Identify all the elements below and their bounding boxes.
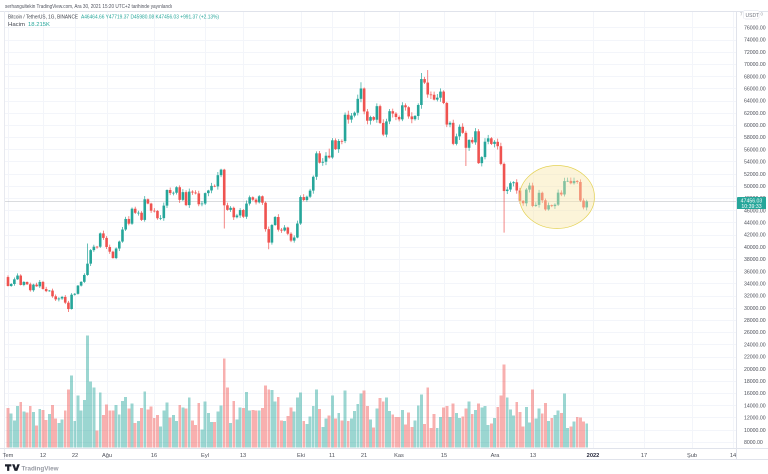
svg-text:66000.00: 66000.00 (744, 86, 766, 92)
svg-text:36000.00: 36000.00 (744, 269, 766, 275)
svg-text:22: 22 (72, 453, 78, 459)
svg-text:28000.00: 28000.00 (744, 318, 766, 324)
svg-text:40000.00: 40000.00 (744, 245, 766, 251)
svg-text:70000.00: 70000.00 (744, 62, 766, 68)
svg-text:18000.00: 18000.00 (744, 379, 766, 385)
svg-text:44000.00: 44000.00 (744, 221, 766, 227)
svg-text:18.215K: 18.215K (28, 22, 51, 28)
svg-text:32000.00: 32000.00 (744, 294, 766, 300)
svg-text:13: 13 (530, 453, 536, 459)
svg-text:16: 16 (151, 453, 157, 459)
svg-text:8000.00: 8000.00 (744, 440, 763, 446)
svg-text:76000.00: 76000.00 (744, 26, 766, 32)
svg-text:Hacim: Hacim (8, 22, 25, 28)
svg-text:52000.00: 52000.00 (744, 172, 766, 178)
svg-text:30000.00: 30000.00 (744, 306, 766, 312)
svg-text:14: 14 (730, 453, 736, 459)
svg-text:17: 17 (641, 453, 647, 459)
svg-text:A46464.66 Y47719.37 D45980.08: A46464.66 Y47719.37 D45980.08 K47456.03 … (81, 15, 219, 21)
svg-text:74000.00: 74000.00 (744, 38, 766, 44)
svg-text:serhangultekin TradingView.com: serhangultekin TradingView.com, Ara 30, … (5, 4, 172, 10)
svg-text:21: 21 (361, 453, 367, 459)
svg-text:13: 13 (240, 453, 246, 459)
svg-text:Ara: Ara (491, 453, 501, 459)
svg-text:50000.00: 50000.00 (744, 184, 766, 190)
svg-text:16000.00: 16000.00 (744, 391, 766, 397)
svg-text:Tem: Tem (3, 453, 14, 459)
svg-text:12: 12 (40, 453, 46, 459)
svg-text:54000.00: 54000.00 (744, 160, 766, 166)
svg-text:46000.00: 46000.00 (744, 208, 766, 214)
svg-text:38000.00: 38000.00 (744, 257, 766, 263)
svg-text:0: 0 (761, 12, 764, 17)
svg-text:USDT: USDT (746, 13, 760, 19)
svg-text:34000.00: 34000.00 (744, 282, 766, 288)
svg-text:22000.00: 22000.00 (744, 355, 766, 361)
svg-text:Eki: Eki (297, 453, 305, 459)
svg-text:Bitcoin / TetherUS, 1G, BINANC: Bitcoin / TetherUS, 1G, BINANCE (8, 15, 79, 21)
svg-text:14000.00: 14000.00 (744, 403, 766, 409)
svg-text:42000.00: 42000.00 (744, 233, 766, 239)
svg-text:47456.03: 47456.03 (741, 199, 763, 205)
svg-text:12000.00: 12000.00 (744, 416, 766, 422)
svg-text:Ağu: Ağu (102, 453, 112, 459)
svg-text:7: 7 (740, 12, 743, 17)
svg-text:62000.00: 62000.00 (744, 111, 766, 117)
svg-text:10000.00: 10000.00 (744, 428, 766, 434)
svg-text:64000.00: 64000.00 (744, 99, 766, 105)
svg-text:2022: 2022 (587, 453, 600, 459)
svg-text:20000.00: 20000.00 (744, 367, 766, 373)
svg-text:26000.00: 26000.00 (744, 330, 766, 336)
svg-text:Kas: Kas (394, 453, 404, 459)
svg-text:60000.00: 60000.00 (744, 123, 766, 129)
svg-text:72000.00: 72000.00 (744, 50, 766, 56)
svg-text:11: 11 (329, 453, 335, 459)
svg-text:56000.00: 56000.00 (744, 147, 766, 153)
svg-text:10:39:33: 10:39:33 (741, 204, 761, 210)
svg-text:58000.00: 58000.00 (744, 135, 766, 141)
svg-text:24000.00: 24000.00 (744, 342, 766, 348)
svg-text:68000.00: 68000.00 (744, 74, 766, 80)
svg-text:Şub: Şub (687, 453, 697, 459)
svg-text:15: 15 (441, 453, 447, 459)
svg-text:TradingView: TradingView (22, 466, 59, 473)
svg-text:Eyl: Eyl (201, 453, 209, 459)
